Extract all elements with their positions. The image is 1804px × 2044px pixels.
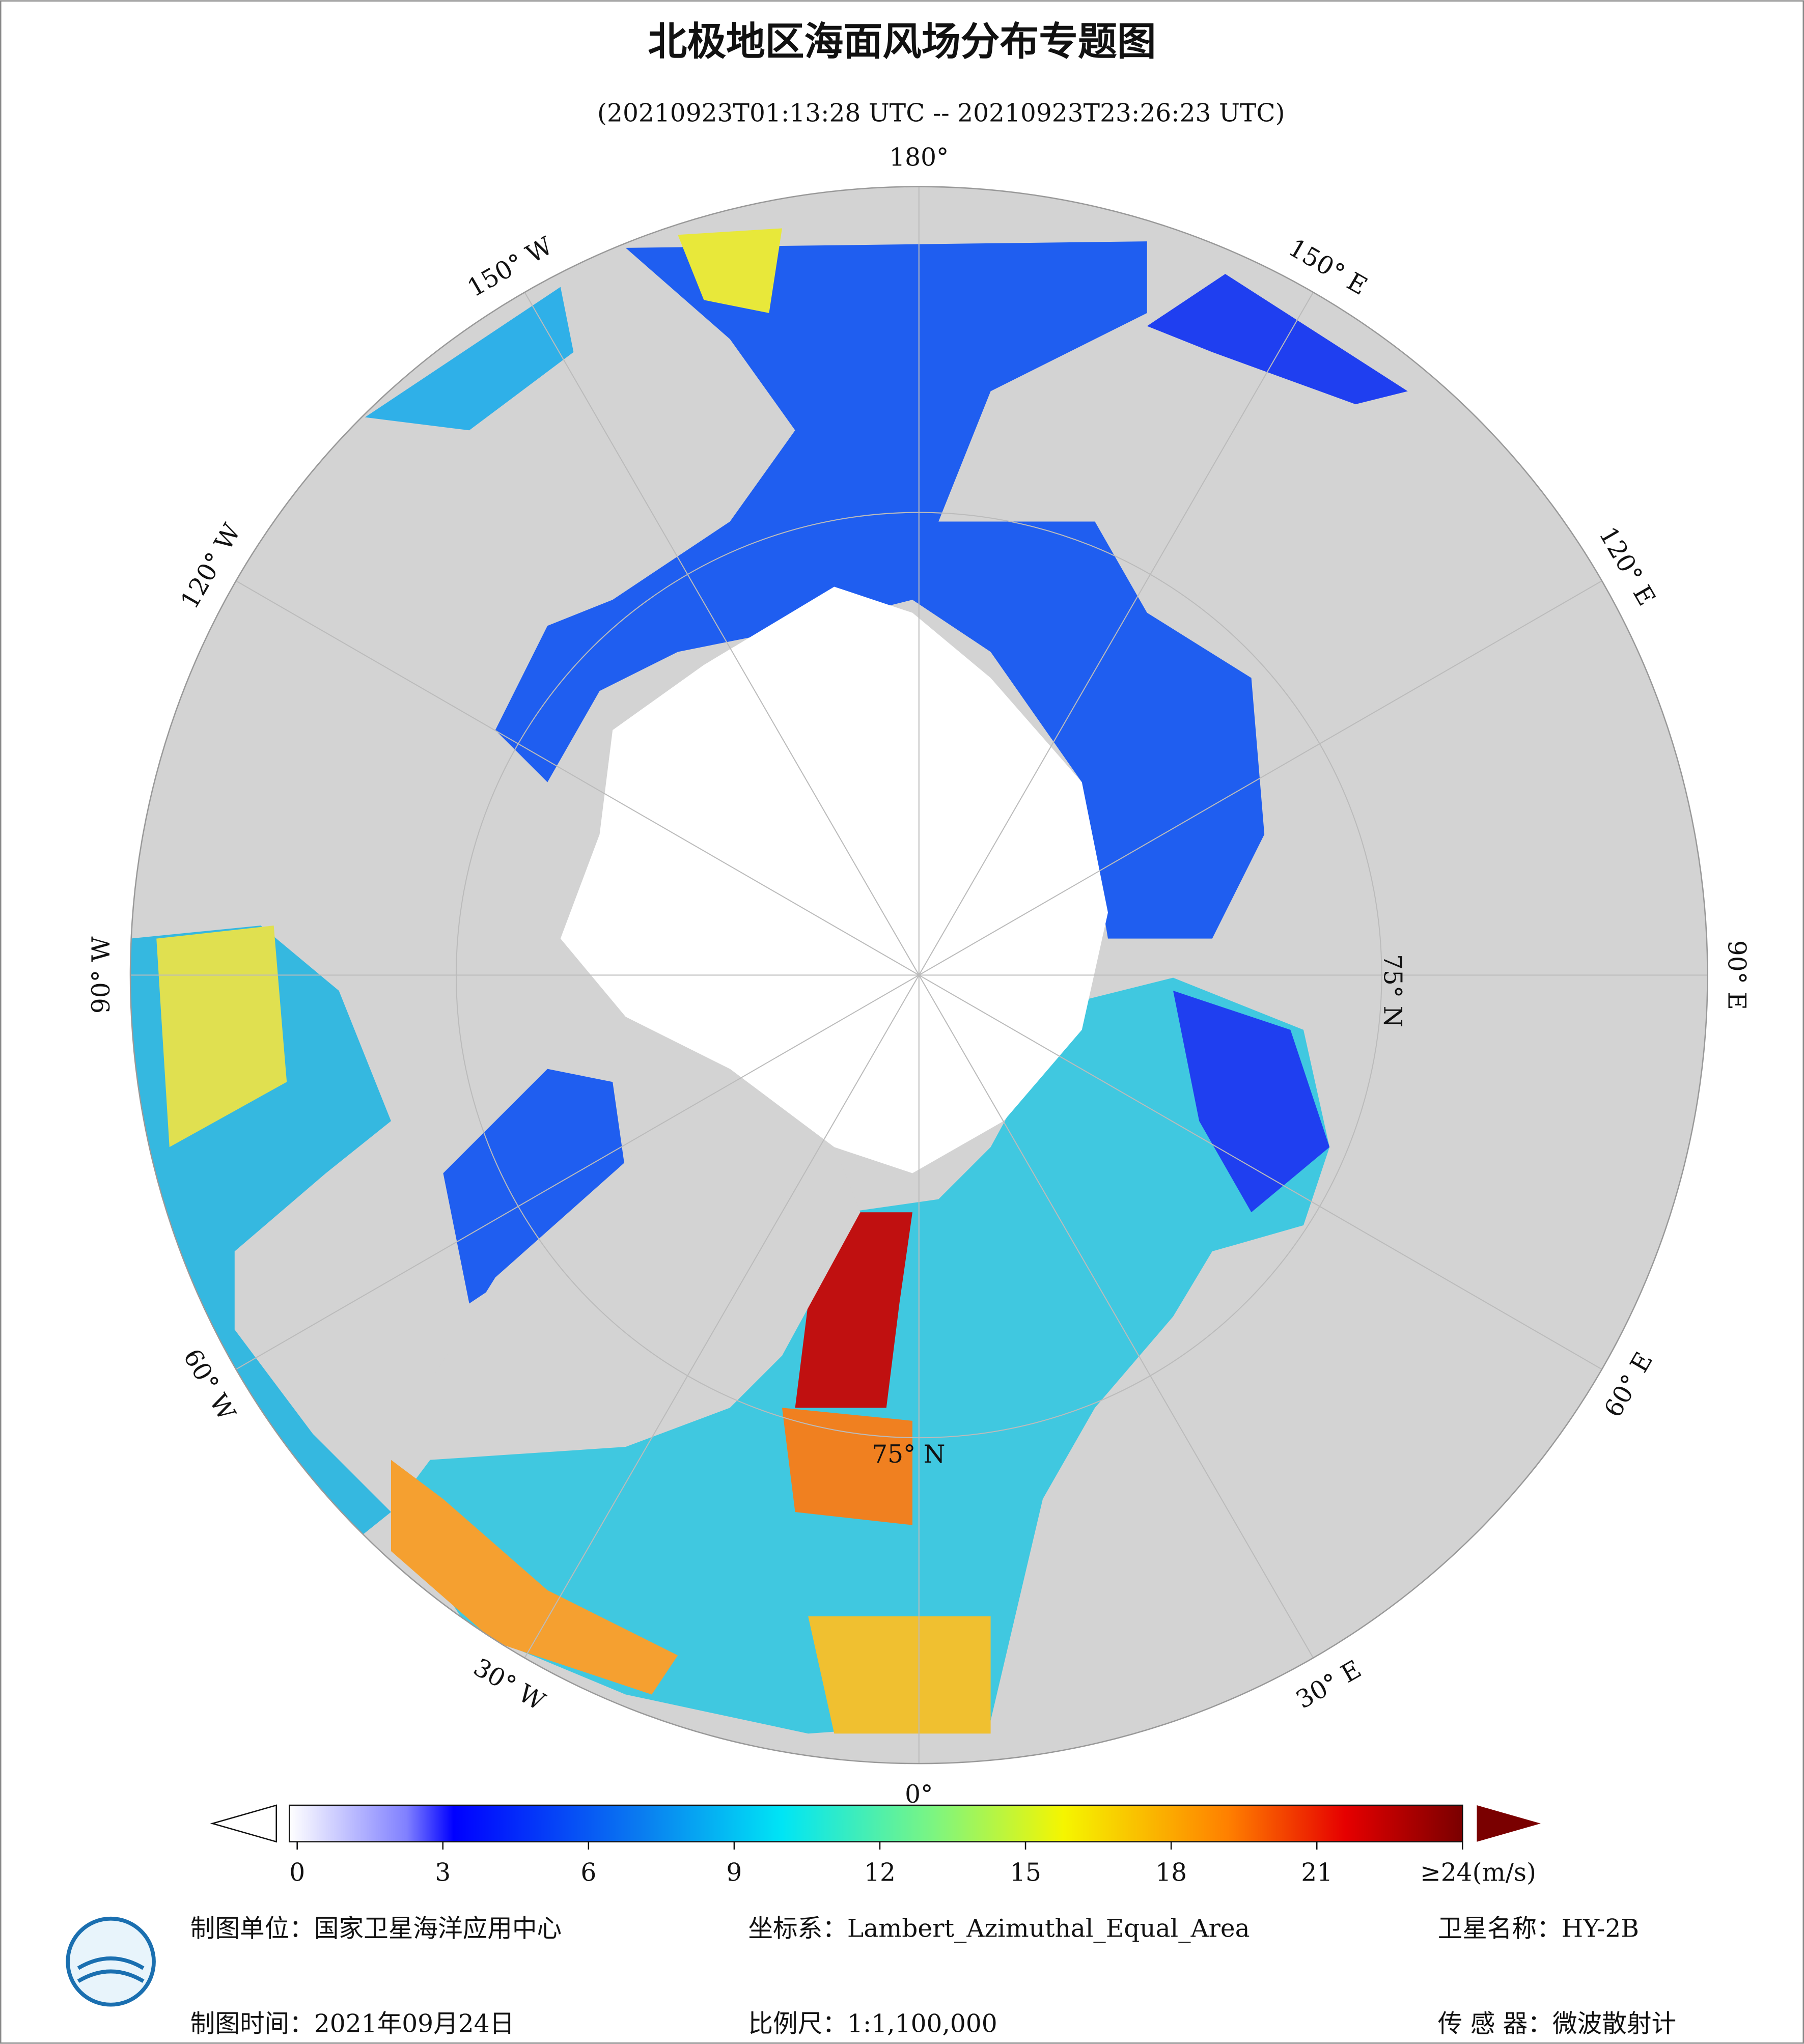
wind-field xyxy=(391,1460,678,1695)
colorbar-tick-label: 9 xyxy=(726,1859,742,1887)
meridian xyxy=(918,292,1314,975)
wind-field xyxy=(443,1069,626,1304)
sea-ice xyxy=(560,586,1108,1173)
land xyxy=(430,1069,861,1434)
colorbar: 0 3 6 9 12 15 18 21 ≥24(m/s) xyxy=(210,1804,1541,1887)
wind-field xyxy=(795,1212,912,1408)
colorbar-tick-label: 6 xyxy=(580,1859,596,1887)
wind-field xyxy=(1173,991,1330,1213)
graticule-label: 0° xyxy=(905,1780,933,1809)
colorbar-under xyxy=(210,1804,277,1843)
colorbar-tick-label: 21 xyxy=(1301,1859,1333,1887)
title: 北极地区海面风场分布专题图 xyxy=(648,19,1156,65)
footer: 制图单位：国家卫星海洋应用中心 坐标系：Lambert_Azimuthal_Eq… xyxy=(66,1915,1677,2038)
wind-field xyxy=(808,1616,991,1734)
meridian xyxy=(235,580,920,976)
colorbar-tick-label: 3 xyxy=(435,1859,451,1887)
colorbar-tick-label: ≥24(m/s) xyxy=(1420,1859,1536,1887)
wind-field xyxy=(1147,274,1408,405)
wind-field xyxy=(156,926,287,1147)
graticule xyxy=(130,186,1708,1764)
colorbar-tick-label: 12 xyxy=(864,1859,896,1887)
wind-field xyxy=(495,241,1265,939)
graticule-label: 90° W xyxy=(87,937,116,1014)
wind-field xyxy=(678,228,782,313)
logo-waves xyxy=(77,1956,145,1983)
subtitle: (20210923T01:13:28 UTC -- 20210923T23:26… xyxy=(597,99,1285,128)
graticule-label: 90° E xyxy=(1723,940,1751,1010)
latitude-label: 75° N xyxy=(1378,954,1407,1027)
meridian xyxy=(524,974,920,1659)
map-border xyxy=(129,186,1708,1765)
logo xyxy=(66,1916,156,2007)
colorbar-bar xyxy=(289,1804,1463,1843)
footer-date: 制图时间：2021年09月24日 xyxy=(190,2009,515,2038)
latitude-label: 75° N xyxy=(872,1440,945,1469)
footer-sensor: 传 感 器：微波散射计 xyxy=(1438,2009,1677,2038)
wind-field xyxy=(782,1408,912,1525)
footer-satellite: 卫星名称：HY-2B xyxy=(1438,1915,1639,1943)
map xyxy=(130,186,1708,1764)
wind-field xyxy=(365,287,574,431)
meridian xyxy=(919,580,1602,976)
footer-unit: 制图单位：国家卫星海洋应用中心 xyxy=(190,1915,562,1943)
colorbar-tick-label: 18 xyxy=(1155,1859,1187,1887)
meridian xyxy=(919,974,1602,1370)
meridian xyxy=(235,974,920,1370)
colorbar-over xyxy=(1477,1805,1541,1842)
footer-scale: 比例尺：1:1,100,000 xyxy=(748,2009,997,2038)
meridian xyxy=(524,292,920,975)
meridian xyxy=(918,974,1314,1659)
colorbar-tick-label: 15 xyxy=(1010,1859,1041,1887)
graticule-label: 180° xyxy=(889,144,949,172)
footer-projection: 坐标系：Lambert_Azimuthal_Equal_Area xyxy=(748,1915,1250,1943)
colorbar-tick-label: 0 xyxy=(289,1859,305,1887)
